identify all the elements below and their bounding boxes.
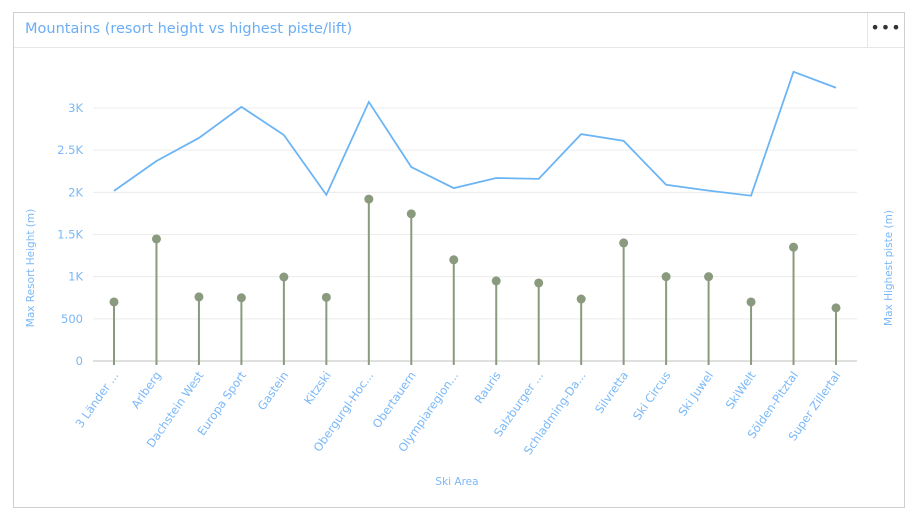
x-tick-label: Ski Circus <box>630 369 674 423</box>
x-tick-label: Ski Juwel <box>675 369 716 419</box>
lollipop-point[interactable] <box>661 272 671 282</box>
x-tick-label: Obertauern <box>369 369 418 431</box>
x-tick-label: 3 Länder ... <box>72 369 121 431</box>
highest-piste-line[interactable] <box>113 70 837 197</box>
x-tick-label: Kitzski <box>301 369 334 407</box>
x-tick-label: SkiWelt <box>723 368 759 411</box>
y-tick-label: 500 <box>61 312 83 326</box>
lollipop-point[interactable] <box>236 293 246 303</box>
lollipop-point[interactable] <box>746 297 756 307</box>
lollipop-point[interactable] <box>194 292 204 302</box>
lollipop-point[interactable] <box>279 272 289 282</box>
x-tick-label: Silvretta <box>592 369 631 416</box>
lollipop-point[interactable] <box>619 238 629 248</box>
lollipop-point[interactable] <box>449 255 459 265</box>
y-tick-label: 2K <box>68 185 83 199</box>
more-options-button[interactable]: ••• <box>867 13 904 47</box>
lollipop-point[interactable] <box>831 303 841 313</box>
lollipop-point[interactable] <box>151 234 161 244</box>
chart-title: Mountains (resort height vs highest pist… <box>25 21 353 37</box>
card-header: Mountains (resort height vs highest pist… <box>14 13 904 48</box>
x-tick-label: Gastein <box>255 369 292 413</box>
x-axis-label: Ski Area <box>435 476 478 488</box>
y-axis-left-label: Max Resort Height (m) <box>25 209 37 327</box>
x-tick-label: Arlberg <box>128 369 164 411</box>
lollipop-point[interactable] <box>406 209 416 219</box>
y-tick-label: 1.5K <box>57 228 83 242</box>
y-axis-right-label: Max Highest piste (m) <box>883 210 895 326</box>
y-tick-label: 1K <box>68 270 83 284</box>
y-tick-label: 2.5K <box>57 143 83 157</box>
lollipop-point[interactable] <box>109 297 119 307</box>
y-tick-label: 3K <box>68 101 83 115</box>
chart-card: Mountains (resort height vs highest pist… <box>13 12 905 508</box>
lollipop-point[interactable] <box>364 194 374 204</box>
lollipop-point[interactable] <box>704 272 714 282</box>
lollipop-point[interactable] <box>789 242 799 252</box>
lollipop-point[interactable] <box>534 278 544 288</box>
lollipop-point[interactable] <box>321 292 331 302</box>
y-tick-label: 0 <box>76 354 83 368</box>
x-tick-label: Rauris <box>472 369 504 407</box>
lollipop-point[interactable] <box>491 276 501 286</box>
lollipop-point[interactable] <box>576 294 586 304</box>
